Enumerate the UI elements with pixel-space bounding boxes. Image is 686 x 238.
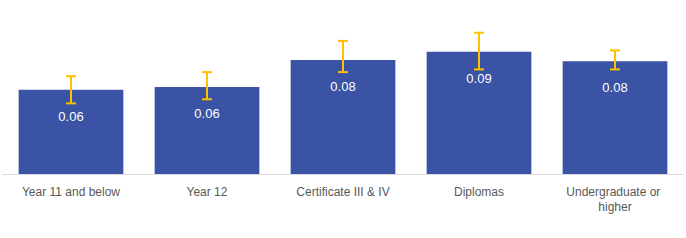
svg-text:higher: higher <box>598 200 631 214</box>
svg-text:0.06: 0.06 <box>194 106 219 121</box>
svg-text:Year 12: Year 12 <box>187 185 228 199</box>
svg-text:0.08: 0.08 <box>330 79 355 94</box>
svg-text:0.08: 0.08 <box>602 80 627 95</box>
svg-text:Year 11 and below: Year 11 and below <box>22 185 120 199</box>
svg-text:0.06: 0.06 <box>58 109 83 124</box>
svg-text:Certificate III & IV: Certificate III & IV <box>296 185 389 199</box>
svg-text:0.09: 0.09 <box>466 71 491 86</box>
svg-text:Diplomas: Diplomas <box>454 185 504 199</box>
svg-text:Undergraduate or: Undergraduate or <box>566 185 663 199</box>
